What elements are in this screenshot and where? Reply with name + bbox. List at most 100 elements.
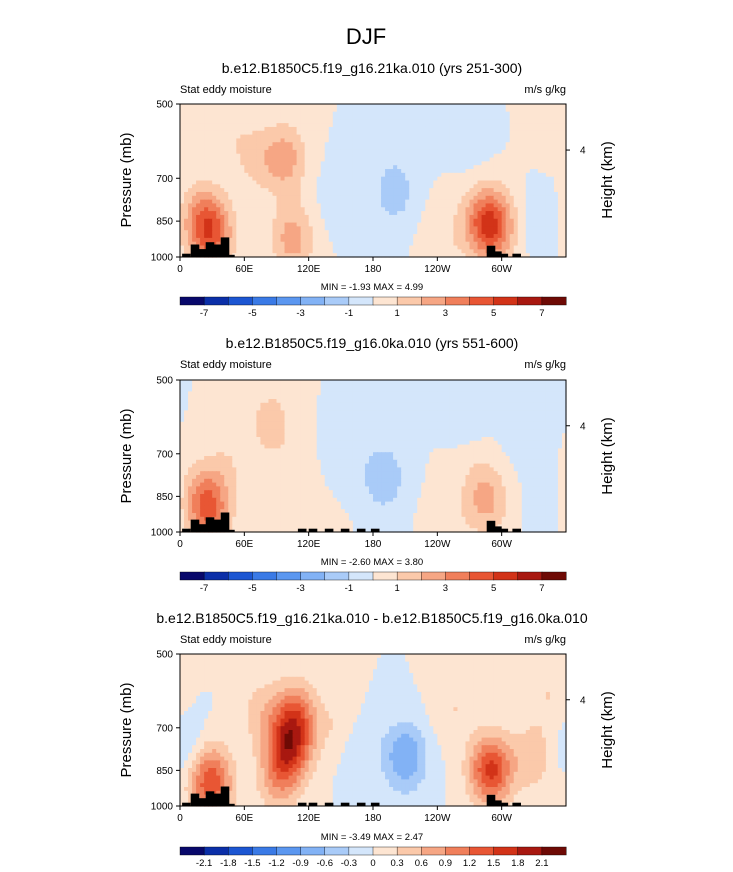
heatmap-cell	[421, 241, 426, 247]
heatmap-cell	[453, 115, 459, 120]
heatmap-cell	[561, 104, 567, 109]
heatmap-cell	[220, 123, 225, 128]
heatmap-cell	[529, 107, 535, 113]
heatmap-cell	[449, 153, 455, 159]
heatmap-cell	[405, 218, 410, 224]
heatmap-cell	[344, 115, 350, 120]
heatmap-cell	[493, 176, 499, 182]
heatmap-cell	[485, 123, 491, 128]
heatmap-cell	[385, 203, 390, 208]
heatmap-cell	[332, 180, 338, 185]
heatmap-cell	[553, 380, 559, 385]
heatmap-cell	[276, 107, 282, 113]
heatmap-cell	[401, 218, 406, 224]
heatmap-cell	[501, 138, 507, 143]
heatmap-cell	[196, 214, 201, 220]
heatmap-cell	[236, 104, 241, 109]
heatmap-cell	[272, 188, 278, 193]
heatmap-cell	[188, 383, 193, 389]
heatmap-cell	[561, 234, 567, 239]
heatmap-cell	[465, 134, 471, 140]
heatmap-cell	[328, 383, 334, 389]
heatmap-cell	[360, 130, 366, 136]
heatmap-cell	[545, 380, 551, 385]
heatmap-cell	[397, 184, 402, 189]
heatmap-cell	[212, 111, 217, 117]
heatmap-cell	[457, 391, 463, 396]
heatmap-cell	[236, 421, 241, 427]
heatmap-cell	[324, 153, 330, 159]
heatmap-cell	[360, 226, 366, 231]
heatmap-cell	[393, 123, 398, 128]
heatmap-cell	[360, 391, 366, 396]
heatmap-cell	[377, 153, 382, 159]
heatmap-cell	[493, 180, 499, 185]
heatmap-cell	[413, 165, 418, 170]
heatmap-cell	[248, 134, 253, 140]
heatmap-cell	[356, 165, 362, 170]
heatmap-cell	[381, 191, 386, 197]
heatmap-cell	[549, 149, 555, 155]
heatmap-cell	[256, 253, 262, 258]
heatmap-cell	[529, 157, 535, 162]
heatmap-cell	[332, 237, 338, 243]
heatmap-cell	[228, 406, 233, 411]
heatmap-cell	[477, 142, 483, 147]
heatmap-cell	[248, 138, 253, 143]
heatmap-cell	[304, 146, 310, 151]
heatmap-cell	[445, 199, 450, 205]
heatmap-cell	[469, 191, 475, 197]
heatmap-cell	[529, 104, 535, 109]
heatmap-cell	[549, 176, 555, 182]
heatmap-cell	[336, 380, 342, 385]
heatmap-cell	[200, 119, 205, 124]
heatmap-cell	[465, 234, 471, 239]
heatmap-cell	[409, 402, 414, 408]
heatmap-cell	[485, 402, 491, 408]
heatmap-cell	[368, 226, 374, 231]
heatmap-cell	[421, 184, 426, 189]
heatmap-cell	[344, 134, 350, 140]
heatmap-cell	[320, 165, 326, 170]
heatmap-cell	[188, 161, 193, 166]
heatmap-cell	[252, 169, 257, 174]
heatmap-cell	[284, 142, 290, 147]
heatmap-cell	[300, 184, 306, 189]
heatmap-cell	[180, 245, 185, 250]
heatmap-cell	[465, 207, 471, 212]
heatmap-cell	[401, 391, 406, 396]
heatmap-cell	[296, 115, 302, 120]
heatmap-cell	[308, 395, 314, 400]
heatmap-cell	[489, 191, 495, 197]
heatmap-cell	[324, 199, 330, 205]
heatmap-cell	[401, 165, 406, 170]
heatmap-cell	[344, 172, 350, 178]
heatmap-cell	[352, 115, 358, 120]
heatmap-cell	[360, 134, 366, 140]
heatmap-cell	[196, 414, 201, 419]
heatmap-cell	[541, 134, 547, 140]
heatmap-cell	[304, 226, 310, 231]
heatmap-cell	[236, 119, 241, 124]
heatmap-cell	[481, 207, 487, 212]
heatmap-cell	[364, 195, 370, 201]
heatmap-cell	[389, 161, 394, 166]
heatmap-cell	[336, 153, 342, 159]
heatmap-cell	[517, 130, 523, 136]
heatmap-cell	[256, 218, 262, 224]
heatmap-cell	[328, 237, 334, 243]
heatmap-cell	[272, 199, 278, 205]
heatmap-cell	[485, 237, 491, 243]
heatmap-cell	[288, 157, 294, 162]
heatmap-cell	[417, 391, 422, 396]
heatmap-cell	[385, 111, 390, 117]
heatmap-cell	[248, 241, 253, 247]
heatmap-cell	[457, 249, 463, 254]
heatmap-cell	[545, 149, 551, 155]
heatmap-cell	[545, 119, 551, 124]
heatmap-cell	[268, 107, 274, 113]
heatmap-cell	[300, 380, 306, 385]
heatmap-cell	[324, 418, 330, 423]
heatmap-cell	[549, 241, 555, 247]
heatmap-cell	[393, 402, 398, 408]
